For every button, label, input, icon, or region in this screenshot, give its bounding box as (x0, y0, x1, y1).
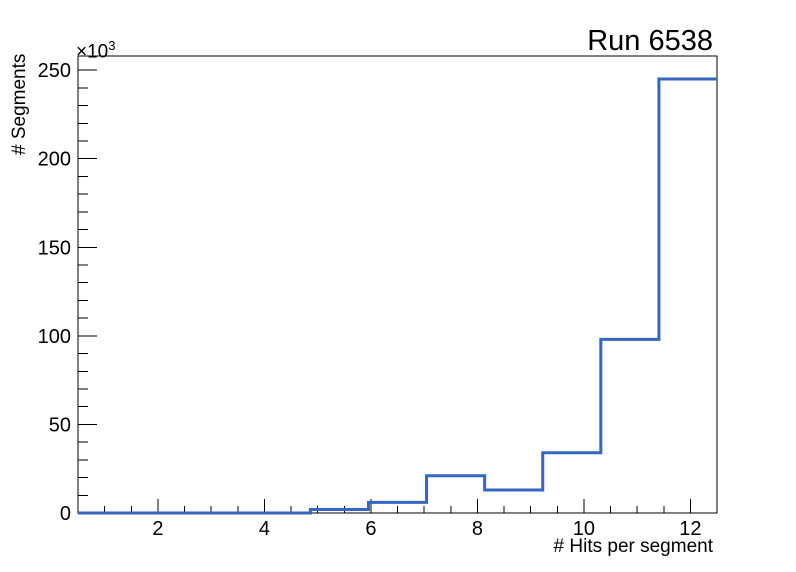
y-axis-title: # Segments (9, 53, 30, 155)
plot-title: Run 6538 (587, 25, 713, 57)
x-tick-label: 6 (365, 518, 376, 540)
y-tick-label: 250 (38, 60, 71, 82)
histogram-line (78, 77, 717, 515)
y-tick-label: 50 (49, 414, 71, 436)
y-scale-prefix: ×10 (76, 41, 109, 63)
y-axis-scale-label: ×103 (76, 36, 115, 62)
x-axis-title: # Hits per segment (553, 536, 713, 557)
x-tick-label: 10 (573, 518, 595, 540)
x-tick-label: 4 (259, 518, 270, 540)
x-tick-label: 8 (472, 518, 483, 540)
x-tick-label: 12 (679, 518, 701, 540)
y-tick-label: 0 (60, 503, 71, 525)
y-tick-label: 100 (38, 326, 71, 348)
y-tick-label: 200 (38, 149, 71, 171)
y-scale-exponent: 3 (108, 38, 116, 53)
y-tick-label: 150 (38, 237, 71, 259)
plot-frame (77, 55, 718, 514)
x-tick-label: 2 (152, 518, 163, 540)
